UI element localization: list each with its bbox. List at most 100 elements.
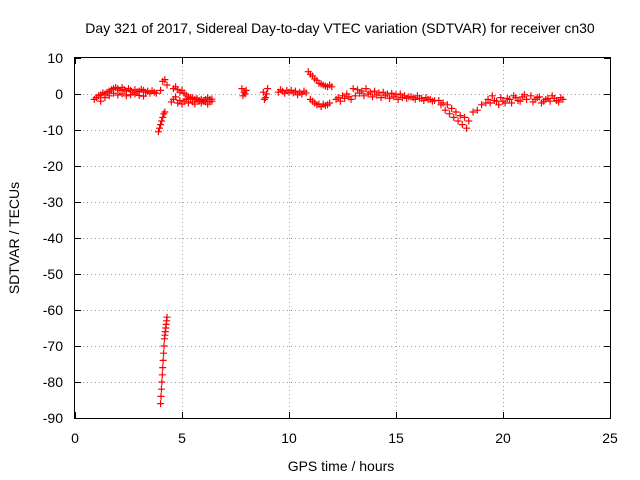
data-point — [326, 99, 334, 107]
data-point — [260, 95, 268, 103]
data-point — [157, 400, 165, 408]
data-point — [127, 91, 135, 99]
data-point — [264, 85, 272, 93]
data-point — [208, 97, 216, 105]
data-point — [452, 108, 460, 116]
data-point — [371, 87, 379, 95]
data-point — [484, 95, 492, 103]
data-point — [364, 90, 372, 98]
x-axis-label: GPS time / hours — [288, 458, 395, 474]
data-point — [163, 81, 171, 89]
data-point — [238, 85, 246, 93]
data-point — [160, 110, 168, 118]
data-point — [424, 95, 432, 103]
y-tick-label: 0 — [55, 86, 63, 102]
data-point — [110, 89, 118, 97]
grid-lines — [75, 58, 610, 418]
data-point — [187, 94, 195, 102]
chart-title: Day 321 of 2017, Sidereal Day-to-day VTE… — [85, 20, 595, 36]
x-tick-label: 10 — [281, 430, 297, 446]
data-point — [118, 90, 126, 98]
data-point — [407, 93, 415, 101]
data-point — [499, 97, 507, 105]
data-point — [152, 89, 160, 97]
data-point — [398, 94, 406, 102]
y-tick-label: -20 — [43, 158, 63, 174]
data-point — [516, 97, 524, 105]
data-point — [503, 94, 511, 102]
data-point — [441, 106, 449, 114]
y-tick-label: -80 — [43, 374, 63, 390]
data-point — [529, 98, 537, 106]
data-point — [478, 101, 486, 109]
data-point — [403, 94, 411, 102]
data-point — [527, 92, 535, 100]
data-point — [463, 124, 471, 132]
data-point — [157, 86, 165, 94]
data-point — [172, 93, 180, 101]
data-point — [157, 392, 165, 400]
data-point — [473, 106, 481, 114]
data-point — [241, 90, 249, 98]
data-point — [446, 110, 453, 118]
data-point — [291, 87, 299, 95]
data-point — [341, 94, 349, 102]
data-point — [456, 112, 464, 120]
data-point — [495, 101, 503, 109]
y-tick-label: -90 — [43, 410, 63, 426]
data-point — [334, 94, 342, 102]
data-point — [490, 96, 498, 104]
data-point — [156, 124, 164, 132]
y-tick-label: 10 — [47, 50, 63, 66]
data-point — [388, 89, 396, 97]
data-point — [520, 91, 528, 99]
y-tick-label: -50 — [43, 266, 63, 282]
data-point — [182, 95, 190, 103]
data-point — [450, 113, 458, 121]
data-point — [158, 117, 166, 125]
data-point — [160, 342, 168, 350]
data-point — [386, 94, 394, 102]
x-tick-label: 0 — [71, 430, 79, 446]
data-point — [191, 100, 199, 108]
data-point — [360, 92, 368, 100]
data-point — [302, 89, 310, 97]
data-point — [377, 94, 385, 102]
data-point — [158, 371, 166, 379]
data-point — [159, 356, 167, 364]
data-point — [362, 85, 370, 93]
data-point — [336, 97, 344, 105]
data-point — [204, 100, 212, 108]
data-point — [122, 92, 130, 100]
x-tick-label: 5 — [178, 430, 186, 446]
data-point — [328, 83, 336, 91]
data-point — [368, 93, 376, 101]
data-point — [139, 92, 147, 100]
data-point — [428, 97, 436, 105]
data-point — [443, 101, 451, 109]
data-point — [158, 378, 166, 386]
data-point — [458, 121, 466, 129]
x-tick-label: 20 — [495, 430, 511, 446]
x-tick-label: 15 — [388, 430, 404, 446]
data-points — [90, 68, 567, 408]
data-point — [508, 99, 516, 107]
data-point — [101, 94, 109, 102]
data-point — [163, 313, 171, 321]
data-point — [469, 108, 477, 116]
data-point — [542, 95, 550, 103]
data-point — [559, 95, 567, 103]
x-tick-label: 25 — [602, 430, 618, 446]
data-point — [497, 94, 505, 102]
data-point — [97, 97, 105, 105]
data-point — [555, 98, 563, 106]
data-point — [353, 86, 361, 94]
data-point — [550, 94, 558, 102]
data-point — [488, 92, 496, 100]
data-point — [394, 95, 402, 103]
data-point — [114, 91, 122, 99]
y-axis-label: SDTVAR / TECUs — [6, 182, 22, 294]
data-point — [135, 91, 143, 99]
data-point — [161, 76, 169, 84]
data-point — [157, 121, 165, 129]
